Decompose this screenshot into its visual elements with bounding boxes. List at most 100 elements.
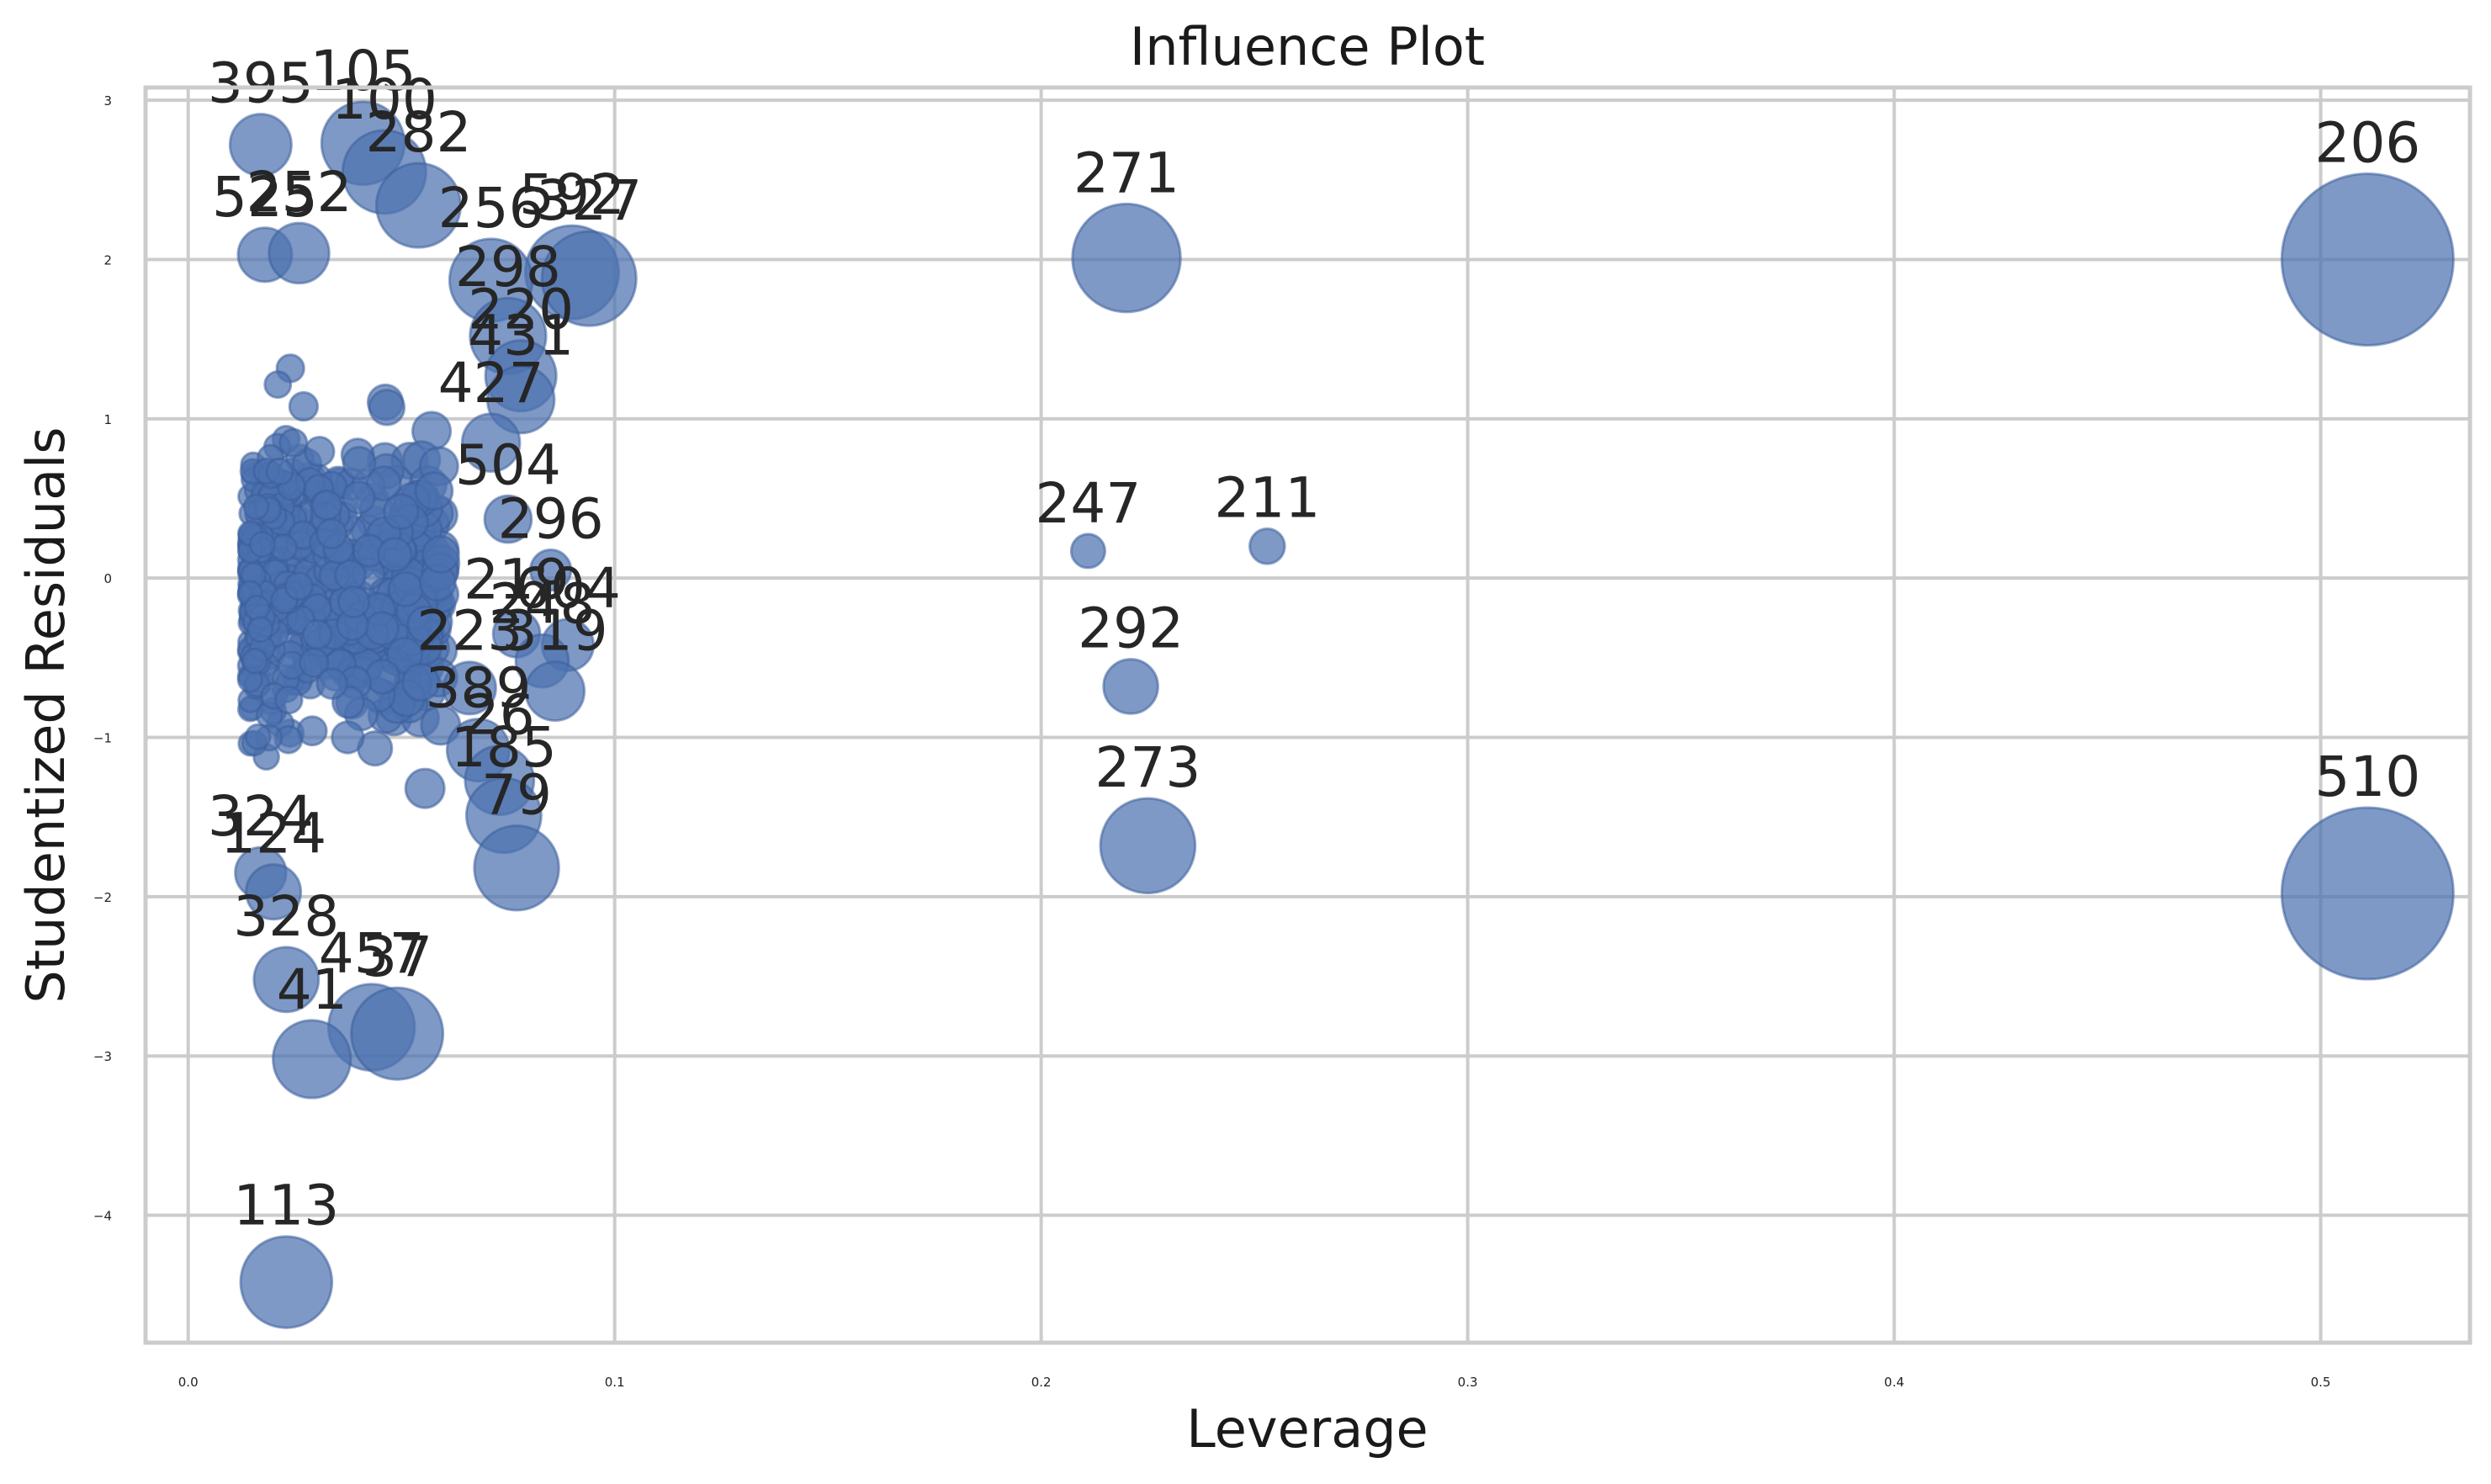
data-point xyxy=(382,493,420,530)
point-label-252: 252 xyxy=(246,160,352,225)
point-label-124: 124 xyxy=(220,802,326,867)
point-label-427: 427 xyxy=(438,351,544,416)
point-label-113: 113 xyxy=(233,1174,339,1238)
data-point-395 xyxy=(228,113,293,178)
data-point-327 xyxy=(540,230,638,327)
data-point-296 xyxy=(528,549,573,592)
point-label-389: 389 xyxy=(425,656,531,721)
point-label-220: 220 xyxy=(468,278,574,342)
data-point xyxy=(421,535,460,574)
data-point-252 xyxy=(268,221,331,285)
data-point-124 xyxy=(245,863,303,921)
y-tick-label: 3 xyxy=(103,93,112,109)
data-point-328 xyxy=(252,946,321,1014)
point-label-100: 100 xyxy=(331,67,437,132)
data-point xyxy=(304,435,336,468)
point-label-328: 328 xyxy=(233,884,339,949)
data-point-427 xyxy=(460,412,522,474)
y-tick-label: 1 xyxy=(103,412,112,427)
y-tick-label: 2 xyxy=(103,252,112,268)
data-point-510 xyxy=(2280,806,2455,981)
data-point xyxy=(368,389,406,427)
data-point xyxy=(404,767,446,809)
point-label-41: 41 xyxy=(277,957,347,1022)
data-point xyxy=(342,480,376,515)
point-label-504: 504 xyxy=(455,432,561,497)
data-point xyxy=(263,370,293,400)
point-label-296: 296 xyxy=(498,487,604,552)
data-point xyxy=(301,618,333,650)
data-point xyxy=(265,457,294,486)
point-label-211: 211 xyxy=(1214,465,1320,530)
data-point-113 xyxy=(239,1235,334,1329)
point-label-79: 79 xyxy=(481,763,552,828)
point-label-298: 298 xyxy=(455,235,561,299)
point-label-26: 26 xyxy=(464,683,535,748)
point-label-248: 248 xyxy=(489,571,595,636)
data-point xyxy=(278,427,309,458)
point-label-206: 206 xyxy=(2314,110,2420,175)
data-point xyxy=(248,531,276,559)
point-label-510: 510 xyxy=(2314,745,2420,809)
point-label-525: 525 xyxy=(212,165,318,230)
y-tick-label: −4 xyxy=(93,1209,112,1224)
x-tick-label: 0.0 xyxy=(178,1375,199,1390)
y-axis-label: Studentized Residuals xyxy=(15,427,77,1003)
y-tick-label: −3 xyxy=(93,1049,112,1064)
y-tick-label: 0 xyxy=(103,571,112,586)
point-label-185: 185 xyxy=(451,715,557,780)
point-label-431: 431 xyxy=(468,303,574,368)
point-label-395: 395 xyxy=(208,51,314,116)
point-label-319: 319 xyxy=(502,599,608,664)
x-axis-label: Leverage xyxy=(1186,1398,1428,1460)
data-point xyxy=(364,611,400,647)
data-point xyxy=(315,667,348,700)
data-point xyxy=(331,720,365,755)
point-label-292: 292 xyxy=(1078,596,1184,661)
data-point-273 xyxy=(1099,797,1197,895)
x-tick-label: 0.4 xyxy=(1884,1375,1905,1390)
data-point xyxy=(310,489,343,522)
y-tick-label: −1 xyxy=(93,731,112,746)
data-point xyxy=(337,585,371,619)
data-point xyxy=(246,616,274,644)
x-tick-label: 0.1 xyxy=(605,1375,625,1390)
data-point xyxy=(414,471,454,511)
point-label-327: 327 xyxy=(536,168,642,233)
data-point xyxy=(288,390,320,422)
data-point xyxy=(242,493,270,521)
data-point xyxy=(284,571,314,602)
data-point xyxy=(244,723,272,750)
data-point-292 xyxy=(1102,658,1159,715)
points-layer xyxy=(228,100,2455,1329)
chart-title: Influence Plot xyxy=(1130,16,1485,77)
point-label-324: 324 xyxy=(208,784,314,849)
point-label-592: 592 xyxy=(519,162,625,227)
data-point-282 xyxy=(374,162,463,249)
data-point-37 xyxy=(350,986,445,1081)
data-point xyxy=(273,685,304,715)
point-label-282: 282 xyxy=(365,100,471,165)
data-point xyxy=(406,605,445,644)
point-label-37: 37 xyxy=(362,925,432,989)
x-tick-label: 0.2 xyxy=(1031,1375,1052,1390)
data-point-223 xyxy=(442,660,497,716)
data-point-504 xyxy=(483,494,533,544)
point-label-223: 223 xyxy=(416,599,522,664)
point-label-271: 271 xyxy=(1073,140,1179,205)
point-label-247: 247 xyxy=(1035,471,1141,536)
point-label-219: 219 xyxy=(464,548,570,612)
data-point-211 xyxy=(1248,527,1286,565)
x-tick-label: 0.5 xyxy=(2311,1375,2331,1390)
data-point xyxy=(401,662,441,702)
data-point xyxy=(342,445,377,480)
point-label-604: 604 xyxy=(515,556,621,621)
data-point-79 xyxy=(473,824,560,912)
data-point-319 xyxy=(524,660,586,723)
data-point-41 xyxy=(272,1019,352,1100)
point-label-273: 273 xyxy=(1094,735,1200,800)
x-tick-label: 0.3 xyxy=(1458,1375,1478,1390)
point-label-105: 105 xyxy=(310,39,416,103)
